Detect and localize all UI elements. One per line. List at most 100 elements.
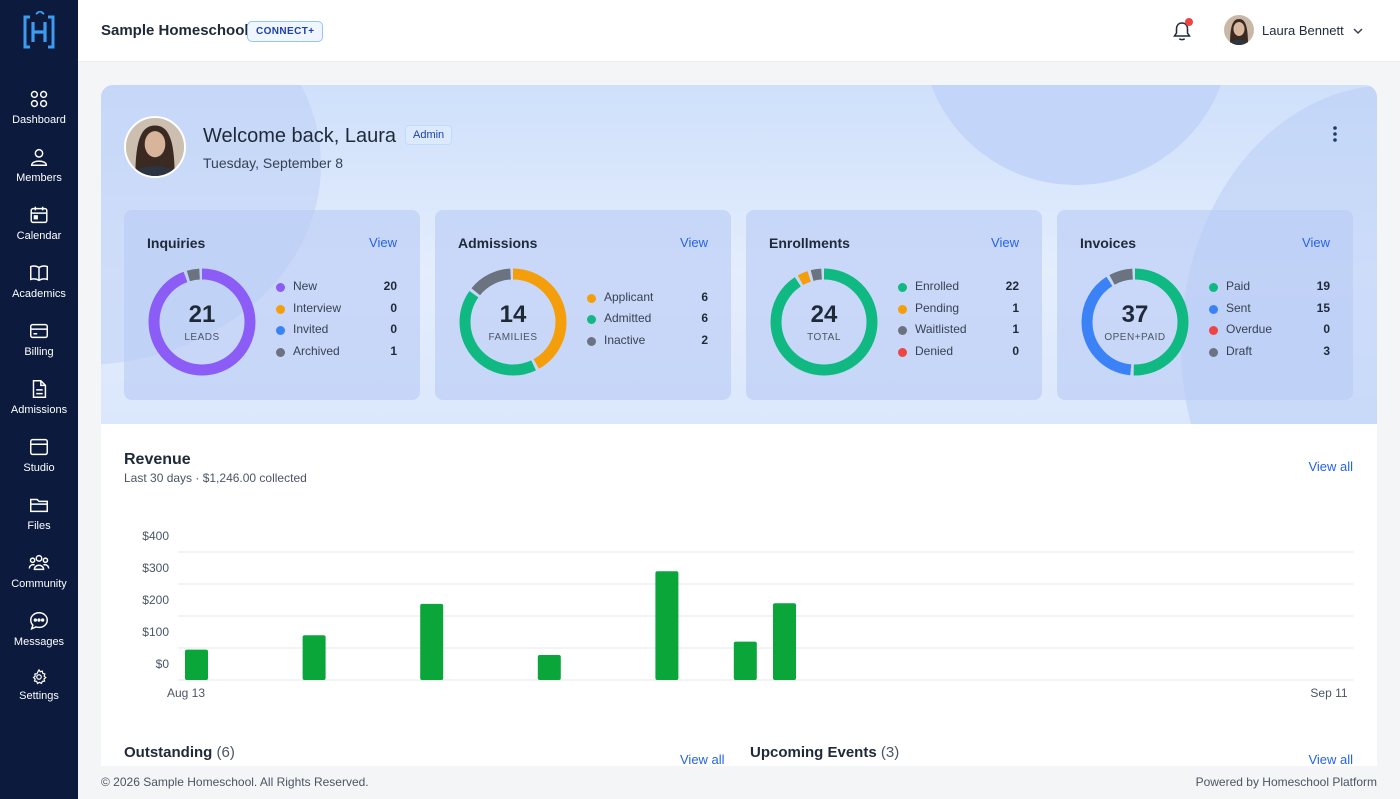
legend-label: Enrolled [915,279,960,293]
card-icon [30,323,48,339]
legend-dot [276,347,285,357]
footer-powered-by[interactable]: Powered by Homeschool Platform [1195,775,1377,789]
donut-total: 14 [499,300,527,328]
donut-segment-applicant [459,268,567,376]
donut-caption: LEADS [184,331,220,343]
card-view-link[interactable]: View [991,235,1019,250]
revenue-title: Revenue [124,451,191,468]
legend-row: Denied 0 [898,344,1019,366]
outstanding-title-text: Outstanding [124,744,213,761]
legend-value: 1 [1012,300,1019,315]
legend-dot [898,326,907,335]
y-tick-label: $400 [142,529,169,543]
legend-value: 19 [1316,279,1330,293]
legend-dot [276,304,285,314]
card-title: Invoices [1080,235,1137,251]
donut-center: 14 FAMILIES [457,266,569,378]
card-view-link[interactable]: View [680,235,708,250]
h-bracket-logo-icon[interactable] [22,11,56,51]
sidebar-item-label: Calendar [16,230,62,242]
donut-chart [459,268,567,376]
revenue-bar[interactable] [655,571,679,680]
kebab-menu-icon[interactable] [1327,125,1343,143]
events-view-all-link[interactable]: View all [1308,752,1353,767]
revenue-bar[interactable] [420,603,444,680]
legend-value: 0 [1012,343,1019,358]
legend-label: Interview [293,300,342,315]
legend-label: New [293,279,318,293]
revenue-view-all-link[interactable]: View all [1308,459,1353,474]
legend-dot [898,283,907,292]
window-icon [30,438,48,456]
donut-caption: TOTAL [807,331,841,343]
donut-segment-sent [1081,268,1189,376]
card-legend: New 20 Interview 0 Invited 0 Archived 1 [276,279,397,365]
legend-value: 3 [1323,343,1330,358]
revenue-bar[interactable] [185,649,208,680]
decor-blob [921,85,1231,185]
sidebar-item-dashboard[interactable]: Dashboard [0,88,78,138]
legend-label: Draft [1226,343,1253,358]
sidebar-item-label: Academics [12,288,66,300]
footer-copyright: © 2026 Sample Homeschool. All Rights Res… [101,775,369,789]
legend-label: Paid [1226,279,1251,293]
sidebar-item-calendar[interactable]: Calendar [0,204,78,254]
events-title-text: Upcoming Events [750,744,877,761]
legend-value: 0 [390,300,397,315]
folder-icon [30,498,48,513]
revenue-bar[interactable] [733,641,757,680]
revenue-bar[interactable] [302,635,326,680]
revenue-bar[interactable] [773,603,796,680]
donut-total: 21 [188,300,216,328]
people-icon [28,554,50,571]
revenue-subtitle: Last 30 days · $1,246.00 collected [124,471,307,485]
donut-total: 24 [810,300,838,328]
sidebar-item-messages[interactable]: Messages [0,610,78,660]
y-tick-label: $300 [142,561,169,575]
legend-value: 22 [1005,279,1019,293]
avatar[interactable] [1224,15,1254,45]
donut-chart [1081,268,1189,376]
legend-row: Paid 19 [1209,279,1330,301]
sidebar-item-label: Messages [13,636,65,648]
sidebar-item-community[interactable]: Community [0,552,78,602]
sidebar-item-admissions[interactable]: Admissions [0,378,78,428]
revenue-chart: $400 $300 $200 $100 $0 Aug 13 Sep 11 [142,529,1353,700]
welcome-avatar [124,116,186,178]
sidebar-item-academics[interactable]: Academics [0,262,78,312]
sidebar-item-files[interactable]: Files [0,494,78,544]
donut-total: 37 [1121,300,1149,328]
y-tick-label: $0 [156,657,170,671]
revenue-bar[interactable] [537,655,561,680]
legend-label: Invited [293,322,329,336]
sidebar-item-studio[interactable]: Studio [0,436,78,486]
legend-dot [1209,283,1218,292]
chevron-down-icon[interactable] [1352,25,1364,37]
sidebar-item-settings[interactable]: Settings [0,668,78,718]
stat-card-enrollments: Enrollments View 24 TOTAL Enrolled 22 Pending 1… [746,210,1042,400]
legend-row: Overdue 0 [1209,322,1330,344]
user-name[interactable]: Laura Bennett [1262,23,1344,38]
sidebar-item-label: Studio [23,462,55,474]
card-title: Inquiries [147,235,206,251]
chat-icon [30,612,48,631]
calendar-icon [30,206,48,224]
donut-caption: FAMILIES [488,331,538,343]
outstanding-view-all-link[interactable]: View all [680,752,725,767]
legend-value: 0 [390,322,397,336]
legend-row: Inactive 2 [587,333,708,355]
topbar: Sample Homeschool CONNECT+ Laura Bennett [78,0,1400,62]
card-view-link[interactable]: View [369,235,397,250]
card-view-link[interactable]: View [1302,235,1330,250]
sidebar-item-billing[interactable]: Billing [0,320,78,370]
donut-chart [148,268,256,376]
document-icon [32,380,47,398]
donut-segment-enrolled [770,268,878,376]
sidebar-item-label: Billing [24,346,54,358]
sidebar-item-members[interactable]: Members [0,146,78,196]
legend-value: 1 [390,343,397,358]
legend-label: Admitted [604,311,652,326]
stat-card-inquiries: Inquiries View 21 LEADS New 20 Interview 0 Invit… [124,210,420,400]
donut-segment-new [148,268,256,376]
school-name[interactable]: Sample Homeschool [101,22,249,39]
